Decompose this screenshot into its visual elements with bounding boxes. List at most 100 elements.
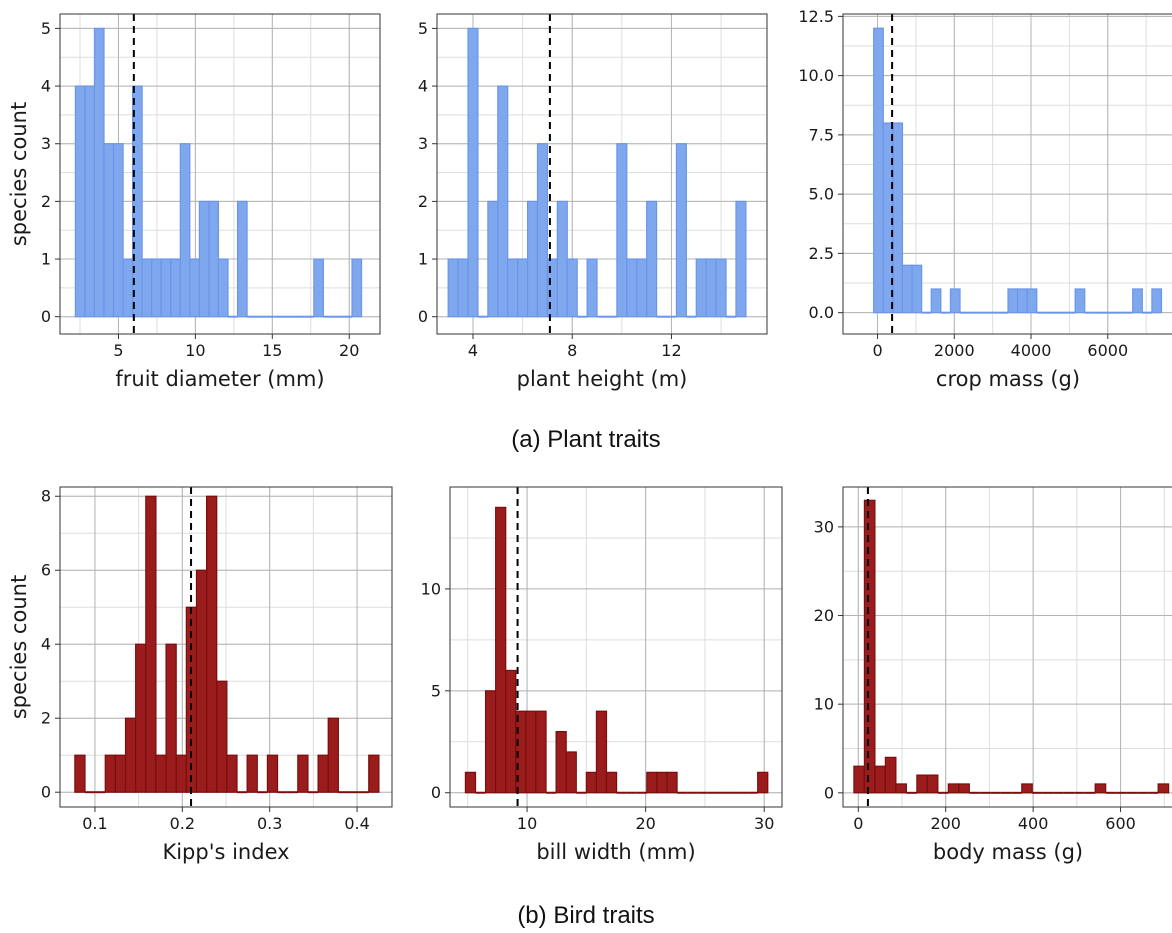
histogram-bar: [497, 85, 509, 318]
chart-panel-1: 5 10 15 20 0 1 2 3 4 5 fruit diameter (mm) species …: [7, 13, 381, 391]
histogram-bar: [317, 754, 329, 793]
histogram-bar: [208, 200, 220, 318]
histogram-bar: [605, 771, 618, 794]
histogram-bar: [874, 765, 886, 794]
y-tick-label: 2: [41, 709, 51, 728]
histogram-bar: [525, 710, 537, 794]
plot-frame: [842, 13, 1172, 335]
histogram-bar: [566, 258, 578, 318]
histogram-bar: [930, 288, 942, 314]
histogram-bar: [757, 771, 769, 794]
histogram-bar: [616, 143, 628, 318]
histogram-bar: [114, 754, 127, 793]
y-tick-label: 3: [418, 134, 428, 153]
histogram-bar: [958, 783, 970, 794]
histogram-bar: [595, 710, 608, 794]
chart-panel-3: 0 2000 4000 6000 0.0 2.5 5.0 7.5 10.0 12.5 crop ma…: [798, 7, 1172, 391]
y-tick-label: 30: [814, 517, 834, 536]
histogram-bar: [368, 754, 380, 793]
histogram-bars: [74, 27, 363, 318]
histogram-bar: [484, 690, 497, 794]
histogram-bar: [457, 258, 469, 318]
x-tick-label: 8: [567, 341, 577, 360]
histogram-bar: [236, 200, 248, 318]
histogram-bar: [565, 751, 577, 794]
histogram-bars: [447, 27, 747, 318]
histogram-bar: [586, 258, 598, 318]
x-tick-label: 12: [661, 341, 681, 360]
x-tick-label: 20: [635, 814, 655, 833]
histogram-bar: [226, 754, 238, 793]
y-tick-label: 2.5: [809, 244, 834, 263]
histogram-bar: [141, 258, 153, 318]
histogram-bar: [926, 774, 939, 794]
y-axis-label: species count: [7, 102, 31, 246]
x-tick-label: 0.1: [82, 814, 107, 833]
x-tick-label: 0.2: [170, 814, 195, 833]
histogram-bar: [892, 122, 904, 314]
histogram-bar: [84, 85, 96, 318]
histogram-bar: [104, 754, 116, 793]
histogram-bar: [132, 85, 143, 318]
histogram-bar: [151, 258, 162, 318]
y-tick-label: 1: [418, 250, 428, 269]
histogram-bar: [1074, 288, 1086, 314]
y-tick-label: 10.0: [798, 66, 834, 85]
histogram-bar: [135, 643, 147, 793]
histogram-bar: [535, 710, 547, 794]
y-tick-label: 10: [421, 579, 441, 598]
x-axis-label: bill width (mm): [536, 840, 695, 864]
plot-frame: [842, 486, 1172, 808]
histogram-bar: [1094, 783, 1107, 794]
histogram-bar: [675, 143, 687, 318]
histogram-bar: [947, 783, 960, 794]
histogram-bar: [636, 258, 648, 318]
y-tick-label: 4: [41, 77, 51, 96]
y-tick-label: 0: [824, 783, 834, 802]
histogram-bar: [1007, 288, 1019, 314]
histogram-bars: [74, 495, 380, 794]
x-tick-label: 0.4: [344, 814, 369, 833]
histogram-bar: [1016, 288, 1028, 314]
y-tick-label: 4: [418, 77, 428, 96]
histogram-bar: [487, 200, 499, 318]
histogram-bar: [895, 783, 907, 794]
histogram-bar: [1021, 783, 1033, 794]
y-tick-label: 2: [418, 192, 428, 211]
x-tick-label: 0: [853, 814, 863, 833]
y-tick-label: 6: [41, 561, 51, 580]
x-tick-label: 4: [468, 341, 478, 360]
histogram-bar: [536, 143, 549, 318]
y-tick-label: 4: [41, 635, 51, 654]
histogram-bar: [555, 730, 567, 794]
y-tick-label: 3: [41, 134, 51, 153]
histogram-bars: [873, 27, 1163, 314]
x-tick-label: 20: [339, 341, 359, 360]
x-tick-label: 200: [930, 814, 961, 833]
histogram-bar: [666, 771, 678, 794]
histogram-bar: [165, 643, 177, 793]
plot-frame: [436, 13, 768, 335]
histogram-bar: [863, 499, 876, 794]
x-tick-label: 5: [113, 341, 123, 360]
histogram-bar: [505, 669, 517, 794]
x-axis-label: fruit diameter (mm): [115, 367, 324, 391]
histogram-bar: [695, 258, 707, 318]
histogram-bar: [198, 200, 210, 318]
histogram-bar: [1026, 288, 1038, 314]
histogram-bar: [313, 258, 324, 318]
x-axis-label: crop mass (g): [936, 367, 1080, 391]
histogram-bar: [467, 27, 479, 318]
y-tick-label: 1: [41, 250, 51, 269]
histogram-bar: [495, 506, 507, 794]
x-tick-label: 4000: [1011, 341, 1052, 360]
y-tick-label: 0: [431, 783, 441, 802]
x-tick-label: 10: [517, 814, 537, 833]
y-tick-label: 5: [418, 19, 428, 38]
histogram-bar: [1132, 288, 1143, 314]
y-tick-label: 5: [41, 19, 51, 38]
y-tick-label: 0: [418, 307, 428, 326]
histogram-bar: [74, 754, 86, 793]
histogram-bar: [179, 143, 191, 318]
